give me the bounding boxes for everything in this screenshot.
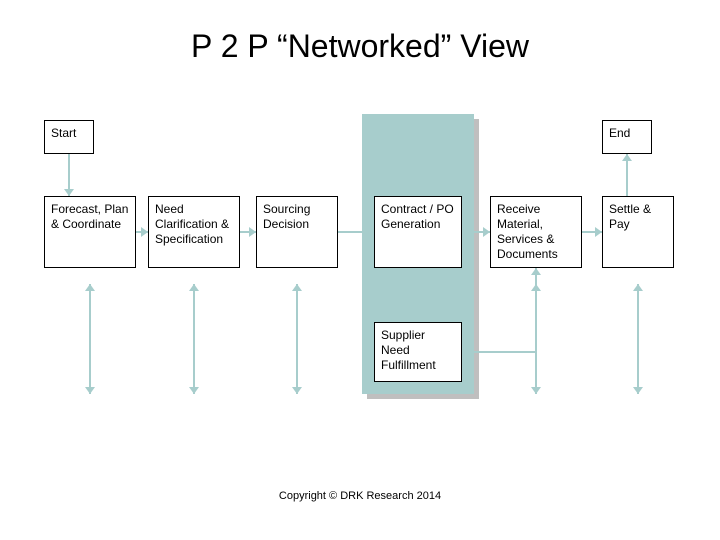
- node-settle: Settle & Pay: [602, 196, 674, 268]
- node-supplier: Supplier Need Fulfillment: [374, 322, 462, 382]
- node-sourcing: Sourcing Decision: [256, 196, 338, 268]
- copyright-footer: Copyright © DRK Research 2014: [0, 490, 720, 502]
- node-end: End: [602, 120, 652, 154]
- arrow-layer: [0, 0, 720, 540]
- page-title: P 2 P “Networked” View: [0, 28, 720, 65]
- node-receive: Receive Material, Services & Documents: [490, 196, 582, 268]
- node-contract: Contract / PO Generation: [374, 196, 462, 268]
- node-forecast: Forecast, Plan & Coordinate: [44, 196, 136, 268]
- node-start: Start: [44, 120, 94, 154]
- node-need: Need Clarification & Specification: [148, 196, 240, 268]
